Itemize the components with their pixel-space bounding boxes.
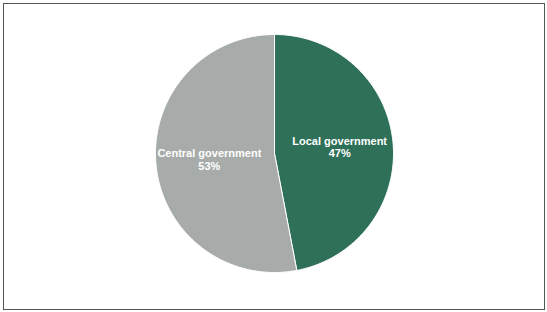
svg-text:Central government53%: Central government53% xyxy=(157,147,261,171)
svg-text:Local government47%: Local government47% xyxy=(292,135,387,159)
